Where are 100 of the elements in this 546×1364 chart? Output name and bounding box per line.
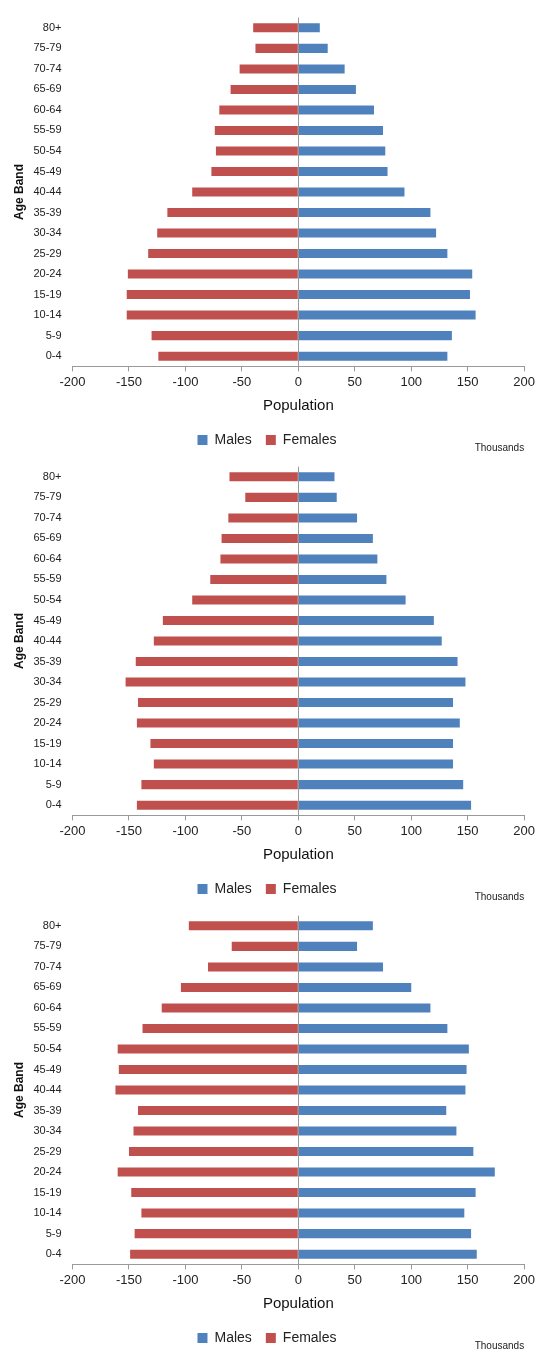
bar (167, 208, 298, 218)
y-tick-label: 60-64 (33, 551, 62, 564)
y-tick-label: 80+ (42, 918, 62, 931)
y-tick-label: 20-24 (33, 1165, 62, 1178)
x-tick-label: 150 (456, 822, 479, 838)
y-tick-label: 0-4 (45, 798, 62, 811)
x-tick-label: -150 (115, 373, 142, 389)
bar (150, 739, 298, 749)
y-tick-label: 75-79 (33, 490, 62, 503)
bar (255, 43, 298, 53)
x-axis-title: Population (262, 396, 334, 414)
x-tick-label: -150 (115, 822, 142, 838)
bar (127, 269, 298, 279)
text: Thousands (474, 890, 525, 902)
y-tick-label: 5-9 (45, 328, 62, 341)
bar (298, 962, 384, 972)
x-tick-label: -100 (172, 822, 199, 838)
bar (298, 1106, 447, 1116)
y-tick-label: 45-49 (33, 613, 62, 626)
bar (298, 472, 335, 482)
bar (298, 1044, 469, 1054)
bar (148, 249, 298, 259)
bar (142, 1023, 298, 1033)
bar (208, 962, 298, 972)
bar (298, 1085, 466, 1095)
bar (298, 249, 448, 259)
bar (157, 228, 298, 238)
bar (298, 269, 473, 279)
y-tick-label: 30-34 (33, 675, 62, 688)
y-tick-label: 75-79 (33, 939, 62, 952)
y-tick-label: 10-14 (33, 757, 62, 770)
bar (298, 105, 374, 115)
bar (298, 657, 458, 667)
x-tick-label: 0 (294, 373, 302, 389)
y-tick-label: 35-39 (33, 205, 62, 218)
y-tick-label: 25-29 (33, 1144, 62, 1157)
bar (298, 982, 412, 992)
y-tick-label: 15-19 (33, 287, 62, 300)
bar (136, 800, 298, 810)
bar (126, 290, 298, 300)
bar (153, 636, 298, 646)
bar (298, 351, 448, 361)
bar (298, 780, 464, 790)
legend-label: Females (282, 879, 337, 896)
bar (125, 677, 298, 687)
y-tick-label: 15-19 (33, 1185, 62, 1198)
bar (298, 615, 434, 625)
bar (115, 1085, 298, 1095)
bar (188, 921, 298, 931)
bar (298, 1023, 448, 1033)
bar (180, 982, 298, 992)
y-tick-label: 55-59 (33, 123, 62, 136)
legend-label: Females (282, 430, 337, 447)
bar (138, 698, 298, 708)
y-tick-label: 25-29 (33, 246, 62, 259)
bar (231, 941, 298, 951)
x-tick-label: -50 (232, 373, 252, 389)
bar (128, 1147, 298, 1157)
bar (138, 1106, 298, 1116)
bar (298, 187, 405, 197)
x-tick-label: -150 (115, 1271, 142, 1287)
y-tick-label: 60-64 (33, 102, 62, 115)
bar (298, 64, 345, 74)
bar (298, 1003, 431, 1013)
bar (211, 166, 298, 176)
bar (298, 1229, 472, 1239)
bar (298, 310, 476, 320)
bar (298, 331, 452, 341)
y-tick-label: 0-4 (45, 1247, 62, 1260)
bar (221, 533, 298, 543)
bar (298, 43, 328, 53)
y-tick-label: 10-14 (33, 308, 62, 321)
bar (220, 554, 298, 564)
y-axis-title: Age Band (11, 1061, 26, 1119)
bar (298, 1249, 477, 1259)
bar (153, 759, 298, 769)
y-tick-label: 45-49 (33, 164, 62, 177)
y-tick-label: 40-44 (33, 1083, 62, 1096)
y-tick-label: 35-39 (33, 654, 62, 667)
y-tick-label: 55-59 (33, 1021, 62, 1034)
bar (298, 23, 320, 33)
y-tick-label: 80+ (42, 469, 62, 482)
x-tick-label: -100 (172, 373, 199, 389)
bar (161, 1003, 298, 1013)
x-tick-label: 200 (513, 373, 536, 389)
bar (215, 146, 298, 156)
y-tick-label: 40-44 (33, 185, 62, 198)
y-tick-label: 50-54 (33, 593, 62, 605)
x-tick-label: 200 (513, 822, 536, 838)
y-tick-label: 65-69 (33, 82, 62, 95)
x-tick-label: -200 (59, 1271, 86, 1287)
y-tick-label: 65-69 (33, 980, 62, 993)
bar (298, 921, 373, 931)
bar (162, 615, 298, 625)
bar (298, 759, 454, 769)
x-tick-label: -50 (232, 822, 252, 838)
bar (298, 574, 387, 584)
x-tick-label: 50 (347, 1271, 363, 1287)
bar (298, 698, 454, 708)
bar (214, 125, 298, 135)
